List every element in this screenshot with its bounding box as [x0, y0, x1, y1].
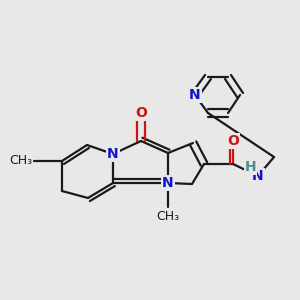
Text: O: O	[135, 106, 147, 120]
Text: N: N	[107, 147, 119, 161]
Text: CH₃: CH₃	[156, 210, 180, 223]
Text: O: O	[227, 134, 239, 148]
Text: N: N	[252, 169, 264, 183]
Text: N: N	[162, 176, 174, 190]
Text: CH₃: CH₃	[9, 154, 32, 167]
Text: H: H	[245, 160, 256, 174]
Text: N: N	[189, 88, 201, 102]
